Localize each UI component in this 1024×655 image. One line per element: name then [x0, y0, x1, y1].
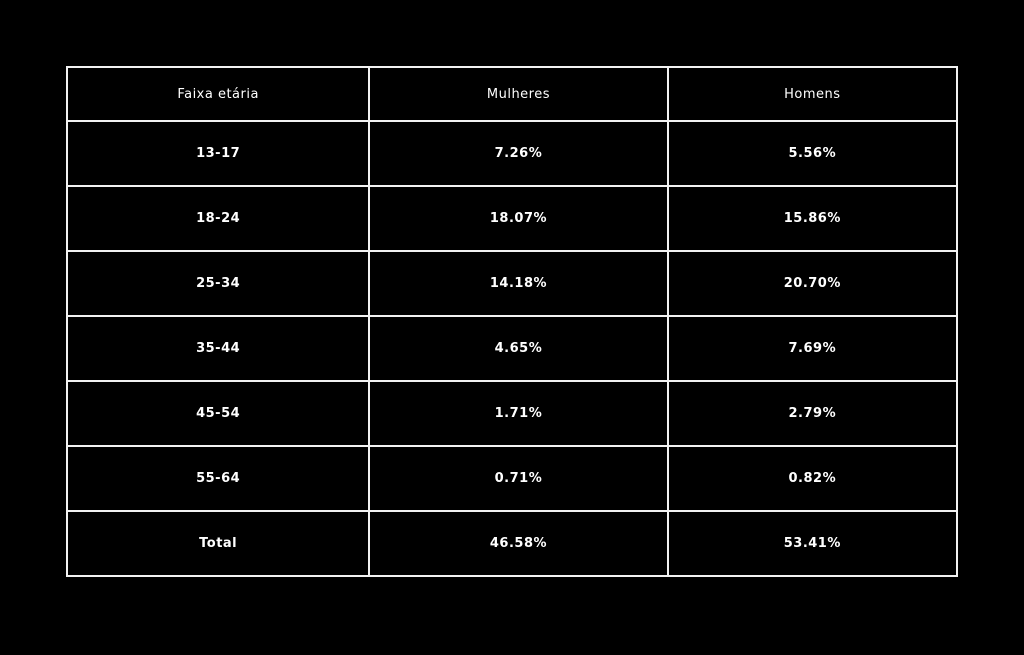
total-row: Total 46.58% 53.41%: [65, 510, 959, 577]
header-men: Homens: [666, 66, 959, 122]
header-row: Faixa etária Mulheres Homens: [65, 66, 959, 122]
cell-women: 1.71%: [368, 380, 669, 447]
table-row: 45-54 1.71% 2.79%: [65, 380, 959, 447]
cell-men: 0.82%: [666, 445, 959, 512]
cell-age-range: 18-24: [65, 185, 371, 252]
age-gender-table: Faixa etária Mulheres Homens 13-17 7.26% 5…: [65, 66, 959, 577]
cell-women: 4.65%: [368, 315, 669, 382]
header-women: Mulheres: [368, 66, 669, 122]
cell-women: 46.58%: [368, 510, 669, 577]
cell-age-range: 25-34: [65, 250, 371, 317]
cell-age-range: 13-17: [65, 120, 371, 187]
table-row: 55-64 0.71% 0.82%: [65, 445, 959, 512]
cell-age-range: 45-54: [65, 380, 371, 447]
cell-men: 53.41%: [666, 510, 959, 577]
cell-men: 20.70%: [666, 250, 959, 317]
header-age-range: Faixa etária: [65, 66, 371, 122]
table-row: 13-17 7.26% 5.56%: [65, 120, 959, 187]
cell-men: 2.79%: [666, 380, 959, 447]
cell-age-range: Total: [65, 510, 371, 577]
table-row: 18-24 18.07% 15.86%: [65, 185, 959, 252]
cell-women: 18.07%: [368, 185, 669, 252]
cell-age-range: 55-64: [65, 445, 371, 512]
cell-men: 15.86%: [666, 185, 959, 252]
cell-women: 7.26%: [368, 120, 669, 187]
table-row: 35-44 4.65% 7.69%: [65, 315, 959, 382]
cell-women: 0.71%: [368, 445, 669, 512]
cell-age-range: 35-44: [65, 315, 371, 382]
cell-men: 7.69%: [666, 315, 959, 382]
cell-women: 14.18%: [368, 250, 669, 317]
cell-men: 5.56%: [666, 120, 959, 187]
table-row: 25-34 14.18% 20.70%: [65, 250, 959, 317]
